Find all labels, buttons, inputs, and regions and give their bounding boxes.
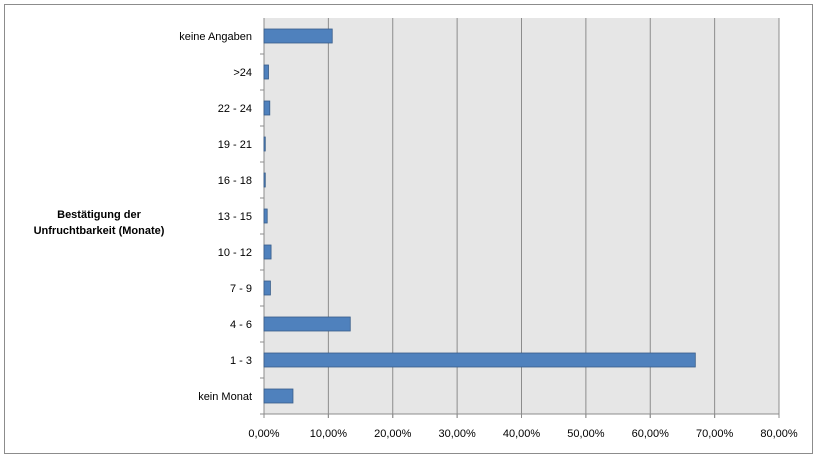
bar-1-3 bbox=[263, 352, 696, 368]
category-label-kein-monat: kein Monat bbox=[198, 391, 252, 403]
y-axis-title-line-1: Bestätigung der bbox=[57, 209, 141, 221]
category-label-19-21: 19 - 21 bbox=[218, 139, 252, 151]
bar-24 bbox=[263, 64, 269, 80]
x-tick-label: 10,00% bbox=[310, 428, 348, 440]
gridlines bbox=[260, 18, 780, 418]
bar-keine-angaben bbox=[263, 28, 333, 44]
category-label-16-18: 16 - 18 bbox=[218, 175, 252, 187]
category-label-4-6: 4 - 6 bbox=[230, 319, 252, 331]
category-label-22-24: 22 - 24 bbox=[218, 103, 252, 115]
x-tick-labels: 0,00% 10,00% 20,00% 30,00% 40,00% 50,00% 60,00… bbox=[248, 428, 797, 440]
bar-kein-monat bbox=[263, 388, 294, 404]
bar-4-6 bbox=[263, 316, 351, 332]
category-label-13-15: 13 - 15 bbox=[218, 211, 252, 223]
category-label-1-3: 1 - 3 bbox=[230, 355, 252, 367]
x-tick-label: 60,00% bbox=[632, 428, 670, 440]
x-tick-label: 50,00% bbox=[567, 428, 605, 440]
category-label-24: >24 bbox=[233, 67, 252, 79]
category-label-7-9: 7 - 9 bbox=[230, 283, 252, 295]
x-tick-label: 80,00% bbox=[760, 428, 798, 440]
category-label-10-12: 10 - 12 bbox=[218, 247, 252, 259]
bar-13-15 bbox=[263, 208, 268, 224]
x-tick-label: 30,00% bbox=[438, 428, 476, 440]
category-label-keine-angaben: keine Angaben bbox=[179, 31, 252, 43]
bars bbox=[263, 28, 696, 404]
x-tick-label: 0,00% bbox=[248, 428, 279, 440]
bar-10-12 bbox=[263, 244, 272, 260]
y-axis-title-line-2: Unfruchtbarkeit (Monate) bbox=[34, 225, 165, 237]
x-tick-label: 20,00% bbox=[374, 428, 412, 440]
bar-16-18 bbox=[263, 172, 266, 188]
bar-19-21 bbox=[263, 136, 266, 152]
category-labels: kein Monat 1 - 3 4 - 6 7 - 9 10 - 12 13 - 15 1… bbox=[179, 31, 252, 403]
x-tick-label: 70,00% bbox=[696, 428, 734, 440]
bar-chart: kein Monat 1 - 3 4 - 6 7 - 9 10 - 12 13 - 15 1… bbox=[34, 18, 798, 440]
bar-7-9 bbox=[263, 280, 271, 296]
bar-22-24 bbox=[263, 100, 271, 116]
x-tick-label: 40,00% bbox=[503, 428, 541, 440]
chart-frame: kein Monat 1 - 3 4 - 6 7 - 9 10 - 12 13 - 15 1… bbox=[4, 4, 813, 454]
